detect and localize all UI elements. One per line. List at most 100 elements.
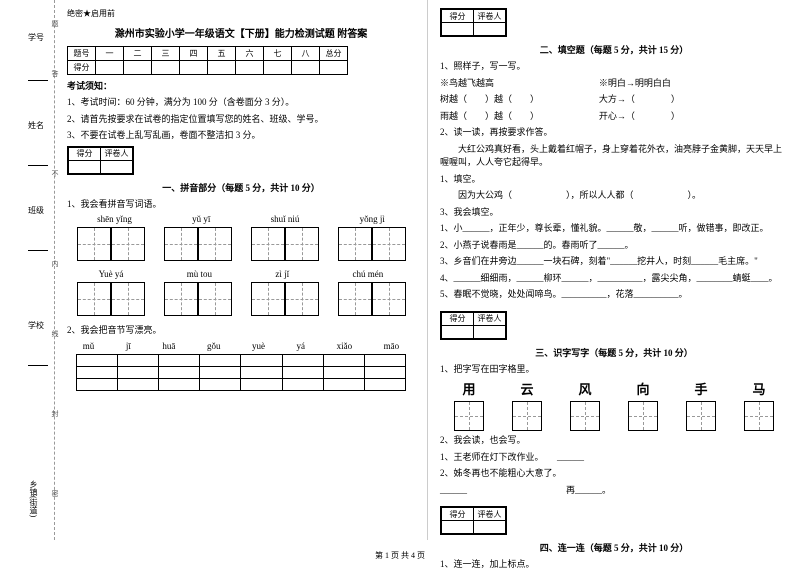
section-score-box: 得分评卷人 (440, 311, 507, 340)
th: 六 (236, 47, 264, 61)
fill: 大方→（ ） (599, 94, 680, 104)
left-column: 绝密★启用前 滁州市实验小学一年级语文【下册】能力检测试题 附答案 题号 一 二… (55, 0, 428, 540)
gutter-line (28, 80, 48, 81)
page: 学号 姓名 班级 学校 乡镇(街道) 题 答 不 内 线 封 密 绝密★启用前 … (0, 0, 800, 540)
th: 七 (264, 47, 292, 61)
gutter-label-name: 姓名 (28, 120, 44, 131)
grader-label: 评卷人 (474, 312, 506, 325)
section-score-box: 得分评卷人 (67, 146, 134, 175)
th: 五 (208, 47, 236, 61)
tianzi-cell (285, 227, 319, 261)
th: 一 (96, 47, 124, 61)
th: 题号 (68, 47, 96, 61)
notice-item: 2、请首先按要求在试卷的指定位置填写您的姓名、班级、学号。 (67, 113, 415, 127)
tianzi-cell (285, 282, 319, 316)
fill-row: 雨越（ ）越（ ） 开心→（ ） (440, 110, 788, 124)
seal-mark: 封 (50, 410, 60, 417)
notice-item: 1、考试时间：60 分钟，满分为 100 分（含卷面分 3 分）。 (67, 96, 415, 110)
tianzi-cell (338, 227, 372, 261)
tianzi-cell (686, 401, 716, 431)
score-label: 得分 (442, 312, 474, 325)
tianzi-cell (338, 282, 372, 316)
syl: huā (162, 341, 175, 351)
q2-3: 3、我会填空。 (440, 206, 788, 220)
pinyin: mù tou (187, 269, 212, 279)
syl: gǒu (207, 341, 221, 351)
pinyin: yǒng jì (360, 214, 385, 224)
read-item: 2、姊冬再也不能粗心大意了。 (440, 467, 788, 481)
gutter-label-class: 班级 (28, 205, 44, 216)
pinyin: zì jǐ (275, 269, 289, 279)
char: 手 (694, 379, 707, 398)
example-row: ※鸟越飞越高 ※明白→明明白白 (440, 77, 788, 91)
tianzi-cell (251, 227, 285, 261)
th: 三 (152, 47, 180, 61)
score-summary-table: 题号 一 二 三 四 五 六 七 八 总分 得分 (67, 46, 348, 75)
q3-1: 1、把字写在田字格里。 (440, 363, 788, 377)
gutter-label-school: 学校 (28, 320, 44, 331)
fill: 雨越（ ）越（ ） (440, 110, 597, 124)
th: 八 (292, 47, 320, 61)
fill: 树越（ ）越（ ） (440, 93, 597, 107)
syl: xiǎo (337, 341, 353, 351)
pinyin: shuǐ niú (271, 214, 300, 224)
read-item: 1、王老师在灯下改作业。 ______ (440, 451, 788, 465)
syl: yá (297, 341, 306, 351)
syllable-row: mǔ jī huā gǒu yuè yá xiǎo māo (67, 341, 415, 351)
q3-2: 2、我会读，也会写。 (440, 434, 788, 448)
score-label: 得分 (442, 10, 474, 23)
th: 总分 (320, 47, 348, 61)
th: 四 (180, 47, 208, 61)
fill-item: 2、小燕子说春雨是______的。春雨听了______。 (440, 239, 788, 253)
tianzi-cell (454, 401, 484, 431)
notice-title: 考试须知： (67, 79, 415, 92)
tianzi-cell (164, 282, 198, 316)
tianzi-cell (164, 227, 198, 261)
gutter-label-town: 乡镇(街道) (28, 480, 39, 517)
q2-2: 2、读一读，再按要求作答。 (440, 126, 788, 140)
right-column: 得分评卷人 二、填空题（每题 5 分，共计 15 分） 1、照样子，写一写。 ※… (428, 0, 800, 540)
read-item: ______ 再______。 (440, 484, 788, 498)
pinyin-write-table (76, 354, 407, 391)
ex2: ※明白→明明白白 (599, 78, 671, 88)
grader-label: 评卷人 (101, 147, 133, 160)
seal-mark: 题 (50, 20, 60, 27)
fill-row: 树越（ ）越（ ） 大方→（ ） (440, 93, 788, 107)
tianzi-cell (570, 401, 600, 431)
passage: 大红公鸡真好看，头上戴着红帽子，身上穿着花外衣，油亮脖子金黄脚，天天早上喔喔叫，… (440, 143, 788, 170)
tianzi-cell (77, 227, 111, 261)
tianzi-cell (372, 282, 406, 316)
tianzi-cell (512, 401, 542, 431)
score-label: 得分 (69, 147, 101, 160)
pinyin-row: Yuè yá mù tou zì jǐ chú mén (67, 269, 415, 279)
fill-item: 3、乡音们在井旁边______一块石碑，刻着"______挖井人，时刻_____… (440, 255, 788, 269)
gutter-line (28, 165, 48, 166)
blank-line: 因为大公鸡（ ），所以人人都（ ）。 (440, 189, 788, 203)
exam-title: 滁州市实验小学一年级语文【下册】能力检测试题 附答案 (67, 25, 415, 40)
seal-mark: 密 (50, 490, 60, 497)
th: 二 (124, 47, 152, 61)
tianzi-cell (111, 227, 145, 261)
tianzi-cell (198, 227, 232, 261)
char: 云 (520, 379, 533, 398)
tianzi-row (67, 282, 415, 316)
gutter-line (28, 365, 48, 366)
tianzi-cell (628, 401, 658, 431)
q2-1: 1、照样子，写一写。 (440, 60, 788, 74)
char: 向 (636, 379, 649, 398)
char: 马 (752, 379, 765, 398)
seal-mark: 线 (50, 330, 60, 337)
ex1: ※鸟越飞越高 (440, 77, 597, 91)
grader-label: 评卷人 (474, 508, 506, 521)
fill: 开心→（ ） (599, 111, 680, 121)
fill-item: 1、小______，正年少，尊长辈，懂礼貌。______敬，______听，做错… (440, 222, 788, 236)
fill-item: 4、______细细雨，______柳环______，__________，露尖… (440, 272, 788, 286)
char: 风 (578, 379, 591, 398)
seal-mark: 不 (50, 170, 60, 177)
tianzi-cell (744, 401, 774, 431)
pinyin: Yuè yá (99, 269, 124, 279)
content-columns: 绝密★启用前 滁州市实验小学一年级语文【下册】能力检测试题 附答案 题号 一 二… (55, 0, 800, 540)
section-2-title: 二、填空题（每题 5 分，共计 15 分） (440, 43, 788, 56)
page-footer: 第 1 页 共 4 页 (0, 550, 800, 561)
tianzi-cell (372, 227, 406, 261)
